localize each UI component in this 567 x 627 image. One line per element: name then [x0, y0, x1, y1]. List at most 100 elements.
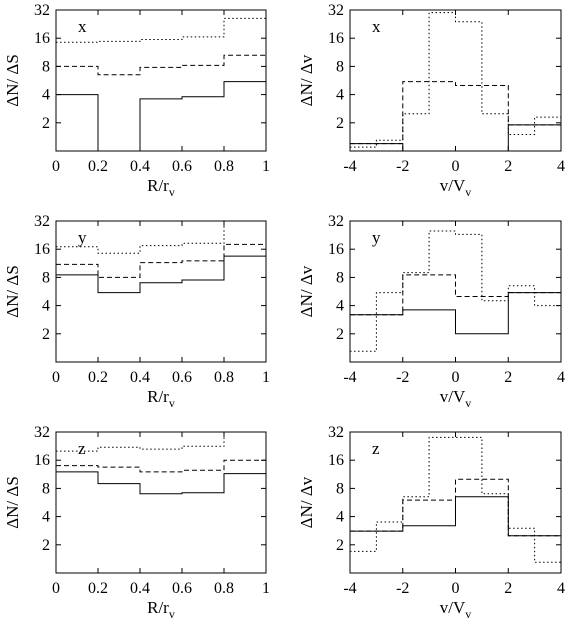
x-axis-label: R/rv: [147, 598, 175, 621]
series-dashed-line: [350, 81, 561, 145]
x-tick-label: 4: [557, 158, 565, 175]
x-tick-label: 2: [504, 580, 512, 597]
plot-frame: [55, 9, 267, 152]
x-axis-label-subscript: v: [465, 185, 471, 199]
panel-label: z: [78, 439, 86, 458]
y-tick-label: 2: [42, 115, 50, 132]
y-tick-label: 4: [42, 509, 50, 526]
y-axis-label: ΔN/ Δv: [297, 265, 316, 317]
panel-3: -4 -2 0 2 4 2 4 8 16 32 y v/Vv ΔN/ Δv: [297, 213, 565, 410]
series-dotted-line: [350, 436, 561, 563]
panel-2: 0 0.2 0.4 0.6 0.8 1 2 4 8 16 32 y R/rv ΔN/ ΔS: [3, 213, 270, 410]
x-axis-label: R/rv: [147, 176, 175, 199]
x-axis-label-main: v/V: [440, 598, 466, 617]
x-axis-label-main: v/V: [440, 176, 466, 195]
x-tick-label: 0.4: [130, 580, 150, 597]
x-tick-label: 0: [52, 369, 60, 386]
y-tick-label: 32: [328, 2, 344, 19]
y-tick-label: 16: [34, 30, 50, 47]
y-axis-label: ΔN/ Δv: [297, 54, 316, 106]
series-dashed-line: [56, 54, 266, 76]
x-axis-label-subscript: v: [169, 185, 175, 199]
x-tick-label: 1: [262, 158, 270, 175]
x-tick-label: -2: [396, 158, 409, 175]
x-tick-label: 2: [504, 369, 512, 386]
y-tick-label: 32: [328, 213, 344, 230]
x-tick-label: 0: [52, 580, 60, 597]
x-tick-label: -4: [343, 369, 356, 386]
plot-frame: [349, 9, 562, 152]
panel-label: y: [372, 228, 381, 247]
x-tick-label: 0: [452, 580, 460, 597]
x-axis-label-subscript: v: [465, 396, 471, 410]
y-tick-label: 2: [42, 537, 50, 554]
y-tick-label: 8: [336, 269, 344, 286]
x-axis-label-main: R/r: [147, 176, 169, 195]
y-tick-label: 8: [42, 58, 50, 75]
y-tick-label: 2: [336, 326, 344, 343]
x-tick-label: 2: [504, 158, 512, 175]
y-tick-label: 4: [42, 87, 50, 104]
series-dashed-line: [350, 274, 561, 316]
x-tick-label: -4: [343, 158, 356, 175]
x-axis-label-main: v/V: [440, 387, 466, 406]
y-tick-label: 16: [328, 241, 344, 258]
x-axis-label: R/rv: [147, 387, 175, 410]
y-tick-label: 4: [336, 509, 344, 526]
x-axis-label: v/Vv: [440, 176, 472, 199]
y-tick-label: 2: [336, 537, 344, 554]
x-tick-label: -4: [343, 580, 356, 597]
x-tick-label: 0.4: [130, 369, 150, 386]
x-axis-label-subscript: v: [169, 607, 175, 621]
y-tick-label: 4: [336, 298, 344, 315]
x-tick-label: 4: [557, 580, 565, 597]
x-tick-label: 0.2: [88, 369, 108, 386]
series-dotted-line: [56, 17, 266, 43]
plot-frame: [55, 431, 267, 574]
y-axis-label: ΔN/ ΔS: [3, 265, 22, 318]
x-axis-label: v/Vv: [440, 598, 472, 621]
y-tick-label: 8: [42, 480, 50, 497]
x-tick-label: 0.6: [172, 580, 192, 597]
y-tick-label: 8: [336, 480, 344, 497]
y-tick-label: 32: [34, 2, 50, 19]
series-dotted-line: [350, 12, 561, 148]
y-tick-label: 32: [34, 424, 50, 441]
x-axis-label-subscript: v: [465, 607, 471, 621]
series-dotted-line: [56, 221, 225, 254]
panel-label: y: [78, 228, 87, 247]
x-axis-label-subscript: v: [169, 396, 175, 410]
plot-frame: [55, 220, 267, 363]
x-tick-label: 4: [557, 369, 565, 386]
y-tick-label: 16: [34, 452, 50, 469]
x-tick-label: 1: [262, 369, 270, 386]
x-tick-label: 1: [262, 580, 270, 597]
panel-4: 0 0.2 0.4 0.6 0.8 1 2 4 8 16 32 z R/rv ΔN/ ΔS: [3, 424, 270, 621]
x-tick-label: 0: [52, 158, 60, 175]
panel-label: x: [372, 17, 381, 36]
y-tick-label: 32: [34, 213, 50, 230]
x-axis-label: v/Vv: [440, 387, 472, 410]
y-axis-label: ΔN/ Δv: [297, 476, 316, 528]
series-dashed-line: [56, 459, 266, 473]
y-tick-label: 4: [42, 298, 50, 315]
y-tick-label: 8: [42, 269, 50, 286]
y-tick-label: 8: [336, 58, 344, 75]
panel-1: -4 -2 0 2 4 2 4 8 16 32 x v/Vv ΔN/ Δv: [297, 2, 565, 199]
x-tick-label: 0.2: [88, 158, 108, 175]
series-dashed-line: [350, 478, 561, 537]
x-axis-label-main: R/r: [147, 387, 169, 406]
y-tick-label: 16: [34, 241, 50, 258]
series-dotted-line: [56, 432, 266, 452]
x-tick-label: 0.6: [172, 158, 192, 175]
y-axis-label: ΔN/ ΔS: [3, 54, 22, 107]
y-tick-label: 16: [328, 30, 344, 47]
y-tick-label: 2: [42, 326, 50, 343]
x-axis-label-main: R/r: [147, 598, 169, 617]
x-tick-label: 0.4: [130, 158, 150, 175]
x-tick-label: 0.8: [214, 580, 234, 597]
series-solid-line: [56, 471, 266, 495]
y-tick-label: 32: [328, 424, 344, 441]
series-solid-line: [56, 81, 266, 151]
